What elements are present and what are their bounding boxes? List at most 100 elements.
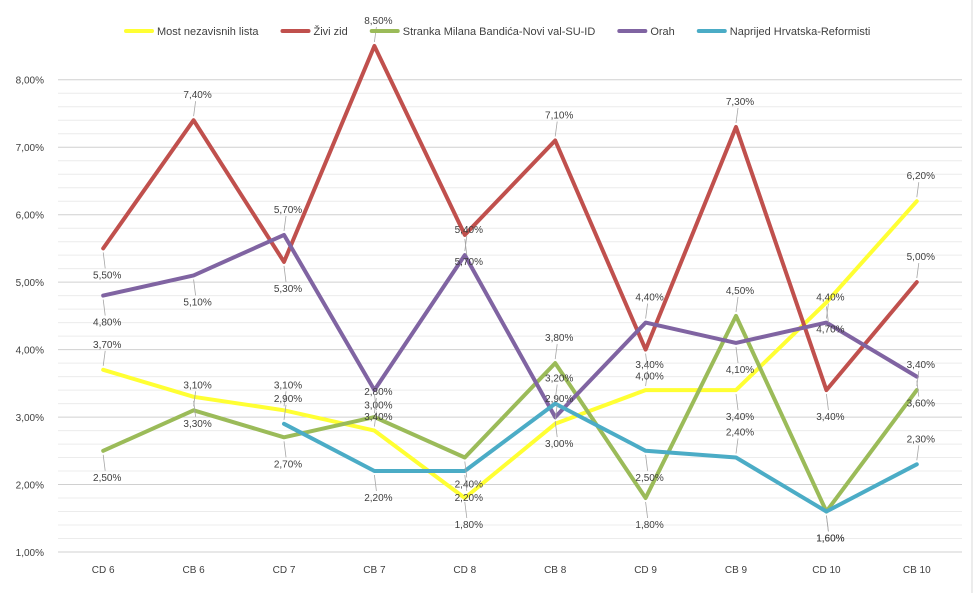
data-label: 2,20% [455,493,483,504]
data-label: 1,60% [816,534,844,545]
data-label: 2,40% [726,428,754,439]
label-leader-line [645,454,648,471]
x-tick-label: CD 6 [92,565,115,576]
label-leader-line [283,215,287,231]
label-leader-line [464,461,468,478]
x-tick-label: CD 7 [273,565,296,576]
data-label: 4,10% [726,365,754,376]
data-label: 1,80% [635,520,663,531]
series-line-3 [101,232,919,420]
y-tick-label: 1,00% [16,548,44,559]
x-tick-label: CB 7 [363,565,386,576]
x-axis: CD 6 CB 6 CD 7 CB 7 CD 8 CB 8 CD 9 CB 9 CD 10 CB … [92,565,931,576]
y-tick-label: 6,00% [16,211,44,222]
data-label: 3,60% [907,399,935,410]
data-label: 2,20% [364,493,392,504]
data-label: 4,40% [816,293,844,304]
x-tick-label: CB 10 [903,565,931,576]
label-leader-line [554,384,558,400]
data-label: 2,90% [545,394,573,405]
label-leader-line [554,344,558,360]
label-leader-line [374,398,377,414]
label-leader-line [193,279,196,296]
label-leader-line [826,303,829,319]
label-leader-line [283,265,287,282]
data-label: 3,10% [183,380,211,391]
data-label: 1,80% [455,520,483,531]
label-leader-line [554,121,558,137]
label-leader-line [554,421,558,438]
y-tick-label: 8,00% [16,76,44,87]
data-label: 2,50% [93,473,121,484]
label-leader-line [464,238,468,255]
data-label: 3,30% [183,419,211,430]
data-label: 7,10% [545,111,573,122]
label-leader-line [645,501,648,519]
label-leader-line [283,441,287,458]
data-label: 4,80% [93,318,121,329]
legend-entry-label: Orah [650,26,674,38]
label-leader-line [916,263,920,279]
data-label: 3,40% [364,412,392,423]
label-leader-line [826,394,829,411]
data-label: 8,50% [364,16,392,27]
y-tick-label: 2,00% [16,481,44,492]
label-leader-line [826,515,829,532]
data-label: 2,40% [455,480,483,491]
data-label: 5,10% [183,297,211,308]
data-label: 2,70% [274,459,302,470]
data-label: 5,30% [274,284,302,295]
series-lines [101,44,919,514]
series-line-2 [101,313,919,514]
data-label: 4,00% [635,372,663,383]
legend: Most nezavisnih lista Živi zid Stranka Mil… [124,25,871,38]
label-leader-line [464,474,468,492]
data-label: 3,70% [93,340,121,351]
data-label: 4,50% [726,286,754,297]
label-leader-line [102,350,106,366]
label-leader-line [374,474,377,492]
label-leader-line [193,101,196,117]
label-leader-line [464,501,468,519]
label-leader-line [645,303,648,319]
data-label: 7,40% [183,90,211,101]
y-tick-label: 4,00% [16,346,44,357]
data-label: 2,30% [907,434,935,445]
legend-entry-label: Stranka Milana Bandića-Novi val-SU-ID [403,26,596,38]
legend-entry-label: Naprijed Hrvatska-Reformisti [730,26,871,38]
data-label: 4,70% [816,324,844,335]
y-tick-label: 7,00% [16,143,44,154]
label-leader-line [464,236,468,252]
label-leader-line [916,380,920,397]
label-leader-line [283,404,287,420]
data-label: 7,30% [726,97,754,108]
label-leader-line [826,306,829,323]
data-label: 2,90% [274,394,302,405]
data-label: 2,50% [635,473,663,484]
x-tick-label: CB 9 [725,565,748,576]
data-label: 4,40% [635,293,663,304]
series-line-4 [282,401,919,514]
label-leader-line [102,299,106,316]
data-labels: 3,70% 3,30% 3,10% 3,00% 1,80% 2,90% 3,40% 3,40%… [93,16,935,545]
x-tick-label: CD 8 [453,565,476,576]
data-label: 5,70% [274,205,302,216]
label-leader-line [102,252,106,269]
data-label: 3,00% [364,401,392,412]
label-leader-line [735,394,739,411]
label-leader-line [645,371,648,387]
y-tick-label: 5,00% [16,278,44,289]
gridlines [58,0,973,593]
data-label: 5,00% [907,252,935,263]
label-leader-line [645,353,648,370]
data-label: 6,20% [907,171,935,182]
data-label: 5,70% [455,257,483,268]
series-line-1 [101,44,919,393]
label-leader-line [102,454,106,471]
data-label: 3,40% [726,412,754,423]
label-leader-line [735,346,739,363]
data-label: 3,40% [635,360,663,371]
x-tick-label: CB 8 [544,565,567,576]
